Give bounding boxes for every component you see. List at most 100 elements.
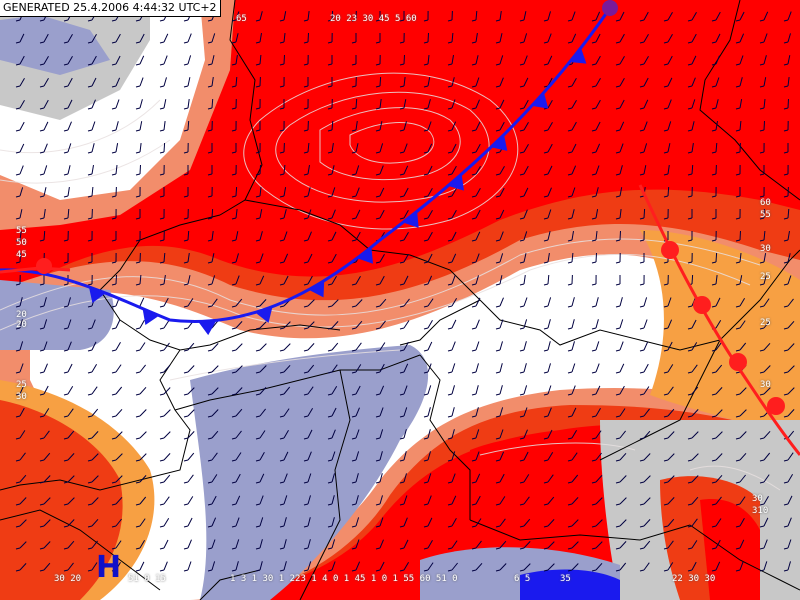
wind-barb-tick bbox=[567, 19, 573, 22]
wind-barb-tick bbox=[351, 393, 357, 396]
wind-barb bbox=[355, 275, 361, 285]
wind-barb bbox=[67, 540, 75, 549]
wind-barb-tick bbox=[639, 371, 645, 374]
wind-barb-tick bbox=[543, 371, 549, 374]
wind-barb bbox=[115, 55, 121, 65]
wind-barb-tick bbox=[663, 415, 669, 418]
wind-barb bbox=[451, 495, 457, 505]
wind-barb-tick bbox=[111, 217, 117, 220]
wind-barb-tick bbox=[615, 107, 621, 110]
wind-barb-tick bbox=[495, 173, 501, 176]
wind-barb-tick bbox=[87, 283, 93, 286]
wind-barb bbox=[403, 363, 409, 373]
wind-barb-tick bbox=[567, 525, 573, 528]
wind-barb-tick bbox=[783, 349, 789, 352]
wind-barb-tick bbox=[255, 107, 261, 110]
wind-barb-tick bbox=[687, 239, 693, 242]
wind-barb bbox=[787, 11, 792, 21]
wind-barb bbox=[763, 99, 766, 109]
wind-barb bbox=[235, 275, 240, 285]
wind-barb-tick bbox=[687, 173, 693, 176]
wind-barb bbox=[763, 430, 771, 439]
wind-barb bbox=[403, 429, 407, 439]
contour-line bbox=[0, 253, 751, 331]
wind-barb-tick bbox=[615, 195, 621, 198]
wind-barb-tick bbox=[783, 283, 789, 286]
wind-barb bbox=[715, 342, 722, 351]
wind-barb-tick bbox=[711, 173, 717, 176]
cold-front-triangle bbox=[531, 92, 549, 109]
wind-barb bbox=[451, 540, 458, 549]
wind-barb bbox=[715, 431, 723, 439]
wind-barb bbox=[43, 475, 51, 483]
wind-barb-tick bbox=[327, 503, 333, 506]
wind-barb bbox=[571, 252, 574, 263]
wind-barb-tick bbox=[615, 19, 621, 22]
wind-barb bbox=[451, 231, 457, 241]
wind-barb-tick bbox=[255, 481, 261, 484]
wind-barb-tick bbox=[591, 525, 597, 528]
wind-barb bbox=[259, 408, 266, 417]
orange-region-east bbox=[640, 230, 800, 440]
wind-barb-tick bbox=[447, 371, 453, 374]
wind-barb-tick bbox=[207, 217, 213, 220]
wind-barb-tick bbox=[687, 151, 693, 154]
wind-barb bbox=[691, 121, 695, 131]
wind-barb bbox=[715, 453, 723, 461]
wind-barb-tick bbox=[423, 283, 429, 286]
wind-barb-tick bbox=[615, 349, 621, 352]
wind-barb-tick bbox=[495, 525, 501, 528]
wind-barb-tick bbox=[615, 503, 621, 506]
wind-barb bbox=[643, 319, 648, 329]
wind-barb-tick bbox=[471, 525, 477, 528]
wind-barb bbox=[475, 540, 482, 549]
wind-barb bbox=[259, 253, 264, 263]
wind-barb bbox=[211, 452, 218, 461]
wind-barb-tick bbox=[351, 525, 357, 528]
wind-barb-tick bbox=[519, 261, 525, 264]
wind-barb bbox=[643, 430, 651, 439]
wind-barb-tick bbox=[63, 85, 69, 88]
wind-barb bbox=[43, 541, 51, 549]
wind-barb-tick bbox=[735, 569, 741, 572]
wind-barb bbox=[619, 562, 627, 571]
wind-barb-tick bbox=[711, 195, 717, 198]
wind-barb-tick bbox=[15, 63, 21, 66]
wind-barb bbox=[307, 495, 311, 505]
wind-barb-tick bbox=[711, 261, 717, 264]
wind-barb bbox=[139, 33, 145, 43]
wind-barb-tick bbox=[591, 107, 597, 110]
contour-label: 30 bbox=[752, 494, 763, 504]
wind-barb-tick bbox=[495, 393, 501, 396]
cool-region-center bbox=[190, 345, 429, 600]
wind-barb bbox=[43, 408, 50, 417]
wind-barb bbox=[451, 187, 457, 197]
wind-barb bbox=[379, 407, 384, 417]
wind-barb-tick bbox=[783, 481, 789, 484]
contour-label: 30 bbox=[760, 244, 771, 254]
wind-barb bbox=[19, 297, 23, 307]
wind-barb bbox=[211, 208, 214, 219]
wind-barb-tick bbox=[759, 481, 765, 484]
wind-barb bbox=[67, 208, 70, 219]
wind-barb bbox=[163, 33, 169, 43]
contour-line bbox=[319, 107, 461, 181]
wind-barb-tick bbox=[231, 569, 237, 572]
wind-barb bbox=[739, 253, 742, 263]
wind-barb bbox=[379, 517, 384, 527]
wind-barb bbox=[403, 121, 407, 131]
wind-barb-tick bbox=[327, 415, 333, 418]
wind-barb-tick bbox=[759, 459, 765, 462]
wind-barb-tick bbox=[231, 415, 237, 418]
wind-barb bbox=[643, 408, 650, 417]
wind-barb bbox=[619, 77, 625, 87]
wind-barb bbox=[547, 165, 553, 175]
wind-barb-tick bbox=[711, 283, 717, 286]
wind-barb-tick bbox=[375, 63, 381, 66]
wind-barb-tick bbox=[759, 63, 765, 66]
wind-barb bbox=[763, 342, 771, 351]
wind-barb bbox=[619, 143, 624, 153]
wind-barb-tick bbox=[519, 503, 525, 506]
wind-barb-tick bbox=[279, 283, 285, 286]
wind-barb-tick bbox=[567, 305, 573, 308]
